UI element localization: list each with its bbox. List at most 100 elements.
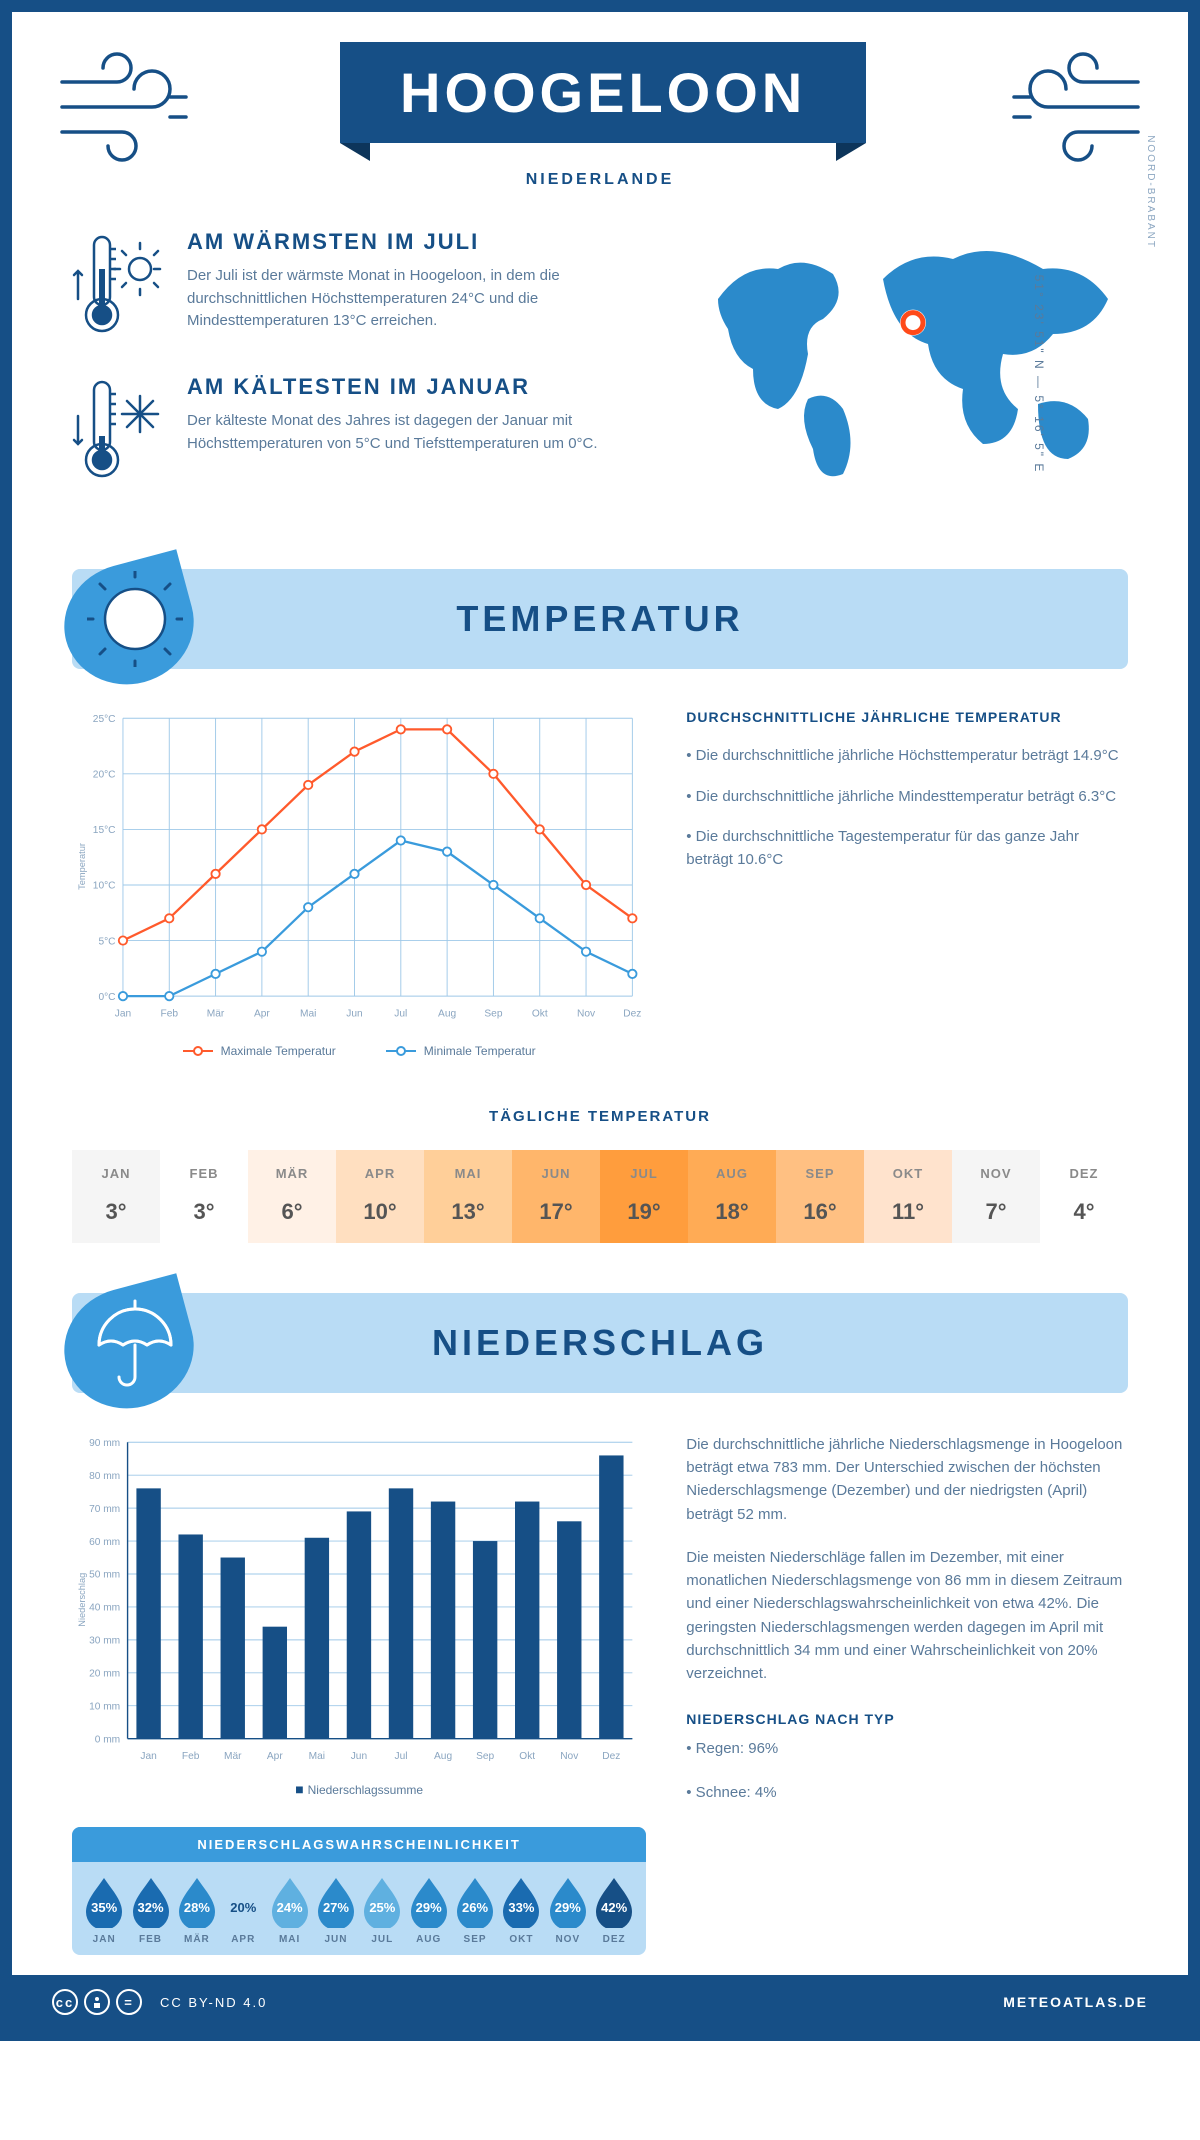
daily-temp-cell: DEZ4°: [1040, 1150, 1128, 1243]
legend-max: Maximale Temperatur: [221, 1044, 336, 1058]
probability-drop: 26% SEP: [453, 1876, 497, 1945]
svg-text:15°C: 15°C: [93, 825, 116, 836]
precipitation-section-header: NIEDERSCHLAG: [72, 1293, 1128, 1393]
probability-drop: 29% AUG: [407, 1876, 451, 1945]
probability-drop: 25% JUL: [360, 1876, 404, 1945]
world-map-block: NOORD-BRABANT 51° 23' 51" N — 5° 16' 5" …: [698, 229, 1128, 519]
probability-drop: 20% APR: [221, 1876, 265, 1945]
svg-text:Niederschlag: Niederschlag: [77, 1573, 87, 1627]
probability-drop: 42% DEZ: [592, 1876, 636, 1945]
svg-text:50 mm: 50 mm: [89, 1570, 120, 1581]
svg-text:Aug: Aug: [438, 1008, 456, 1019]
wind-icon-right: [998, 42, 1148, 162]
daily-temp-cell: APR10°: [336, 1150, 424, 1243]
location-country: NIEDERLANDE: [340, 171, 860, 189]
daily-temp-grid: JAN3°FEB3°MÄR6°APR10°MAI13°JUN17°JUL19°A…: [72, 1150, 1128, 1243]
page-header: HOOGELOON NIEDERLANDE: [12, 12, 1188, 199]
temperature-line-chart: 0°C5°C10°C15°C20°C25°CJanFebMärAprMaiJun…: [72, 709, 646, 1058]
precipitation-probability-box: NIEDERSCHLAGSWAHRSCHEINLICHKEIT 35% JAN …: [72, 1827, 646, 1955]
probability-drop: 33% OKT: [499, 1876, 543, 1945]
probability-drop: 29% NOV: [546, 1876, 590, 1945]
daily-temp-cell: JUN17°: [512, 1150, 600, 1243]
svg-text:Mai: Mai: [309, 1751, 325, 1762]
location-title: HOOGELOON: [340, 42, 866, 143]
svg-text:30 mm: 30 mm: [89, 1635, 120, 1646]
coldest-fact: AM KÄLTESTEN IM JANUAR Der kälteste Mona…: [72, 374, 668, 484]
svg-text:5°C: 5°C: [98, 936, 115, 947]
svg-text:Sep: Sep: [484, 1008, 502, 1019]
prob-title: NIEDERSCHLAGSWAHRSCHEINLICHKEIT: [72, 1827, 646, 1862]
cc-icon: cc: [52, 1989, 78, 2015]
sun-icon: [87, 571, 183, 667]
warmest-text: Der Juli ist der wärmste Monat in Hoogel…: [187, 265, 668, 333]
license-text: CC BY-ND 4.0: [160, 1995, 267, 2010]
precipitation-title: NIEDERSCHLAG: [432, 1322, 768, 1364]
precip-p2: Die meisten Niederschläge fallen im Deze…: [686, 1546, 1128, 1686]
daily-temp-cell: MÄR6°: [248, 1150, 336, 1243]
svg-text:Mär: Mär: [207, 1008, 225, 1019]
probability-drop: 27% JUN: [314, 1876, 358, 1945]
daily-temp-cell: JAN3°: [72, 1150, 160, 1243]
probability-drop: 24% MAI: [267, 1876, 311, 1945]
precipitation-bar-chart: 0 mm10 mm20 mm30 mm40 mm50 mm60 mm70 mm8…: [72, 1433, 646, 1766]
wind-icon-left: [52, 42, 202, 162]
svg-text:Aug: Aug: [434, 1751, 452, 1762]
svg-text:Jul: Jul: [394, 1008, 407, 1019]
svg-text:Nov: Nov: [560, 1751, 579, 1762]
svg-text:20 mm: 20 mm: [89, 1668, 120, 1679]
precip-type-1: • Schnee: 4%: [686, 1781, 1128, 1804]
svg-text:60 mm: 60 mm: [89, 1537, 120, 1548]
daily-temp-title: TÄGLICHE TEMPERATUR: [12, 1108, 1188, 1125]
daily-temp-cell: JUL19°: [600, 1150, 688, 1243]
svg-text:80 mm: 80 mm: [89, 1471, 120, 1482]
daily-temp-cell: NOV7°: [952, 1150, 1040, 1243]
svg-text:Sep: Sep: [476, 1751, 494, 1762]
probability-drop: 28% MÄR: [175, 1876, 219, 1945]
svg-text:Temperatur: Temperatur: [77, 843, 87, 890]
temperature-section-header: TEMPERATUR: [72, 569, 1128, 669]
daily-temp-cell: AUG18°: [688, 1150, 776, 1243]
svg-text:Jan: Jan: [115, 1008, 131, 1019]
thermometer-cold-icon: [72, 374, 162, 484]
coldest-title: AM KÄLTESTEN IM JANUAR: [187, 374, 668, 400]
warmest-fact: AM WÄRMSTEN IM JULI Der Juli ist der wär…: [72, 229, 668, 339]
svg-text:70 mm: 70 mm: [89, 1504, 120, 1515]
precip-type-title: NIEDERSCHLAG NACH TYP: [686, 1711, 1128, 1727]
license-block: cc = CC BY-ND 4.0: [52, 1989, 267, 2015]
svg-text:0°C: 0°C: [98, 992, 115, 1003]
nd-icon: =: [116, 1989, 142, 2015]
probability-drop: 35% JAN: [82, 1876, 126, 1945]
temp-bullet-0: • Die durchschnittliche jährliche Höchst…: [686, 745, 1128, 768]
daily-temp-cell: SEP16°: [776, 1150, 864, 1243]
precip-type-0: • Regen: 96%: [686, 1737, 1128, 1760]
daily-temp-cell: MAI13°: [424, 1150, 512, 1243]
temp-info-title: DURCHSCHNITTLICHE JÄHRLICHE TEMPERATUR: [686, 709, 1128, 725]
svg-text:Apr: Apr: [267, 1751, 283, 1762]
legend-min: Minimale Temperatur: [424, 1044, 536, 1058]
thermometer-hot-icon: [72, 229, 162, 339]
temperature-info: DURCHSCHNITTLICHE JÄHRLICHE TEMPERATUR •…: [686, 709, 1128, 1058]
coordinates-label: 51° 23' 51" N — 5° 16' 5" E: [1032, 249, 1046, 499]
svg-text:Jan: Jan: [140, 1751, 156, 1762]
world-map-icon: [698, 229, 1128, 489]
temperature-legend: Maximale Temperatur Minimale Temperatur: [72, 1044, 646, 1058]
probability-drop: 32% FEB: [128, 1876, 172, 1945]
svg-text:10°C: 10°C: [93, 881, 116, 892]
svg-text:Dez: Dez: [623, 1008, 641, 1019]
by-icon: [84, 1989, 110, 2015]
temperature-title: TEMPERATUR: [456, 598, 743, 640]
warmest-title: AM WÄRMSTEN IM JULI: [187, 229, 668, 255]
site-name: METEOATLAS.DE: [1003, 1994, 1148, 2010]
precipitation-info: Die durchschnittliche jährliche Niedersc…: [686, 1433, 1128, 1955]
region-label: NOORD-BRABANT: [1145, 135, 1156, 249]
precip-p1: Die durchschnittliche jährliche Niedersc…: [686, 1433, 1128, 1526]
temp-bullet-1: • Die durchschnittliche jährliche Mindes…: [686, 786, 1128, 809]
svg-text:Okt: Okt: [519, 1751, 535, 1762]
daily-temp-cell: FEB3°: [160, 1150, 248, 1243]
svg-text:Nov: Nov: [577, 1008, 596, 1019]
svg-text:Feb: Feb: [160, 1008, 178, 1019]
precipitation-legend: Niederschlagssumme: [72, 1781, 646, 1797]
svg-text:90 mm: 90 mm: [89, 1438, 120, 1449]
svg-text:0 mm: 0 mm: [95, 1734, 120, 1745]
svg-text:Okt: Okt: [532, 1008, 548, 1019]
